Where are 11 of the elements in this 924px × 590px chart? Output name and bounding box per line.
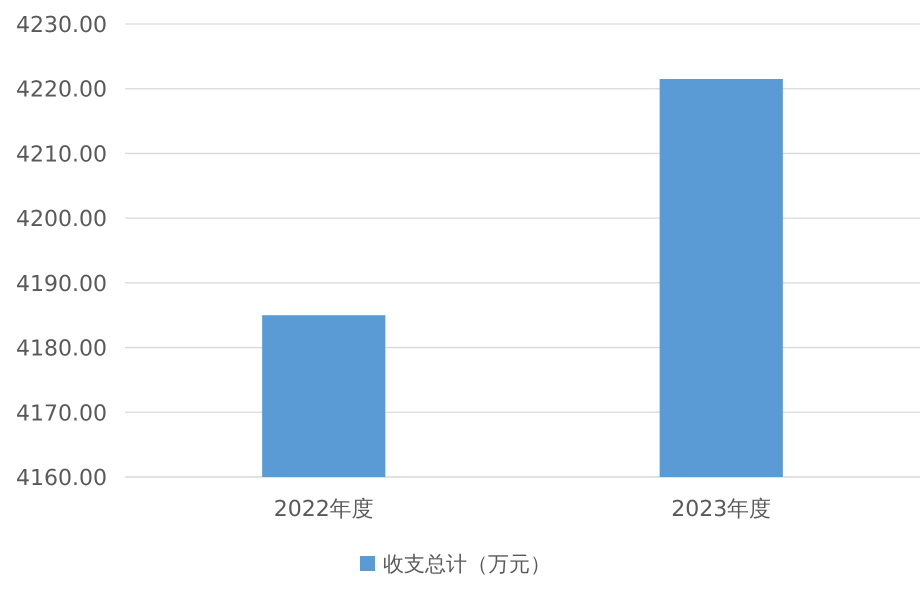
y-tick-label: 4230.00 [16, 13, 107, 38]
x-tick-label: 2022年度 [274, 497, 374, 522]
y-tick-label: 4190.00 [16, 272, 107, 297]
y-tick-label: 4200.00 [16, 207, 107, 232]
y-tick-label: 4180.00 [16, 336, 107, 362]
y-tick-label: 4210.00 [16, 142, 107, 168]
legend-label: 收支总计（万元） [383, 552, 551, 576]
x-tick-label: 2023年度 [671, 497, 772, 522]
y-tick-label: 4220.00 [16, 78, 107, 103]
y-tick-label: 4170.00 [16, 401, 107, 426]
y-tick-label: 4160.00 [16, 466, 107, 491]
